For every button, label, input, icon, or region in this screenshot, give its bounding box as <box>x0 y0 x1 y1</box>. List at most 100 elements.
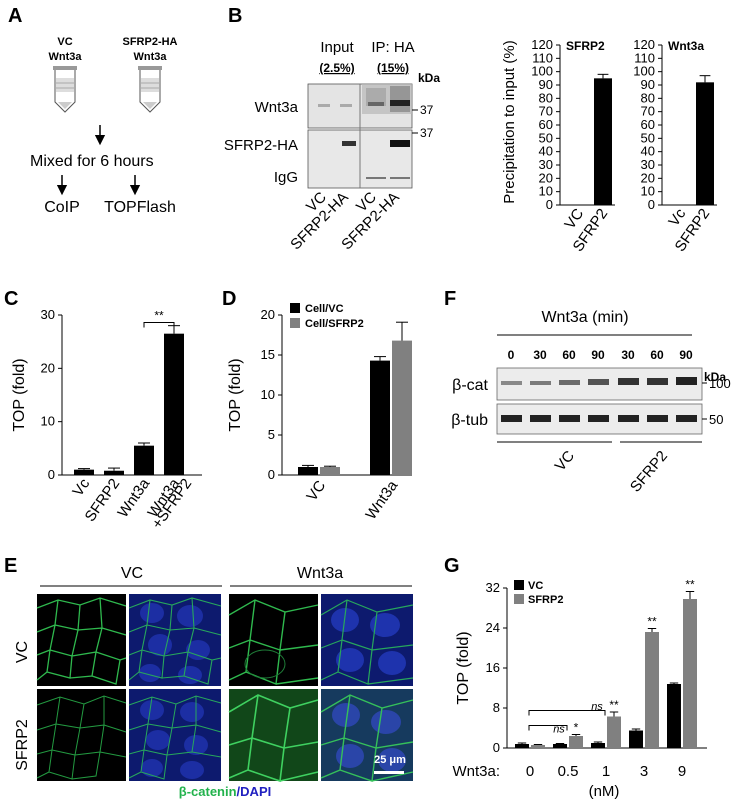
y-tick-label: 10 <box>641 184 655 199</box>
ip-label: IP: HA <box>371 39 414 56</box>
panel-letter-d: D <box>222 288 236 310</box>
group-label: VC <box>552 448 579 475</box>
y-tick-label: 16 <box>486 660 500 675</box>
bar <box>696 82 714 205</box>
marker-100: 100 <box>709 376 731 391</box>
y-tick-label: 80 <box>641 90 655 105</box>
x-axis-unit: (nM) <box>589 783 620 800</box>
column-group-label: Wnt3a <box>297 565 343 582</box>
micrograph-wnt3a-vc-merge <box>320 594 414 686</box>
y-tick-label: 10 <box>41 414 55 429</box>
coip-label: CoIP <box>44 199 80 216</box>
input-percent: (2.5%) <box>319 61 354 75</box>
x-tick-label: VC <box>303 477 329 504</box>
legend-item-label: SFRP2 <box>528 594 563 606</box>
bar <box>320 467 340 475</box>
legend-swatch <box>290 303 300 313</box>
micrograph-vc-sfrp2-green <box>36 689 127 781</box>
marker-37: 37 <box>420 126 434 140</box>
y-tick-label: 40 <box>641 144 655 159</box>
y-tick-label: 60 <box>641 117 655 132</box>
ns-label: ns <box>591 701 603 713</box>
legend-separator: / <box>237 784 241 799</box>
micrograph-vc-sfrp2-merge <box>128 689 222 781</box>
micrograph-vc-vc-merge <box>128 594 222 686</box>
panel-letter-b: B <box>228 5 242 27</box>
y-tick-label: 120 <box>531 37 553 52</box>
chart-title: SFRP2 <box>566 39 605 53</box>
timepoint-label: 30 <box>533 348 547 362</box>
kda-label: kDa <box>418 71 440 85</box>
panel-b-blot: B Input (2.5%) IP: HA (15%) kDa Wnt3a SF… <box>224 5 441 253</box>
y-tick-label: 15 <box>261 347 275 362</box>
significance-label: * <box>574 721 579 735</box>
bar <box>392 340 412 475</box>
timepoint-label: 30 <box>621 348 635 362</box>
bar <box>667 684 681 748</box>
blot-beta-cat <box>496 367 703 401</box>
legend-item-label: VC <box>528 580 543 592</box>
y-axis-label: TOP (fold) <box>455 631 472 704</box>
legend-dapi: DAPI <box>240 784 271 799</box>
y-tick-label: 90 <box>641 77 655 92</box>
mix-text: Mixed for 6 hours <box>30 153 154 170</box>
panel-letter-g: G <box>444 555 460 577</box>
input-label: Input <box>320 39 354 56</box>
y-tick-label: 0 <box>648 197 655 212</box>
y-tick-label: 0 <box>48 467 55 482</box>
bar <box>607 716 621 748</box>
significance-bracket <box>143 321 175 328</box>
tube-icon <box>53 66 77 113</box>
x-tick-label: Wnt3a <box>362 477 401 523</box>
marker-37: 37 <box>420 103 434 117</box>
bar <box>298 467 318 475</box>
significance-label: ** <box>647 615 657 629</box>
y-tick-label: 40 <box>539 144 553 159</box>
blot-beta-tub <box>496 403 703 435</box>
y-tick-label: 120 <box>633 37 655 52</box>
legend-swatch <box>514 580 524 590</box>
y-axis-label: Precipitation to input (%) <box>501 40 518 203</box>
timepoint-labels: 0 30 60 90 30 60 90 <box>508 348 693 362</box>
bar <box>104 470 124 475</box>
bar <box>370 360 390 475</box>
blot-row-label: IgG <box>274 169 298 186</box>
tube-icon <box>138 66 162 113</box>
x-tick-label: 1 <box>602 763 610 780</box>
chart-g: 0 8 16 24 32 TOP (fold) 0 0.5 * ns 1 ** ns 3 ** 9 ** VC SF… <box>455 578 707 780</box>
panel-letter-c: C <box>4 288 18 310</box>
row-label: SFRP2 <box>14 719 31 771</box>
blot-row-label: β-tub <box>451 412 488 429</box>
y-tick-label: 20 <box>41 360 55 375</box>
chart-title: Wnt3a <box>668 39 704 53</box>
tube2-line1: SFRP2-HA <box>122 36 177 48</box>
y-tick-label: 90 <box>539 77 553 92</box>
blot-header: Wnt3a (min) <box>541 309 628 326</box>
significance-label: ** <box>609 698 619 712</box>
scale-bar <box>374 771 404 774</box>
marker-50: 50 <box>709 412 723 427</box>
panel-letter-e: E <box>4 555 17 577</box>
column-group-label: VC <box>121 565 143 582</box>
panel-g: G 0 8 16 24 32 TOP (fold) 0 0.5 * ns 1 ** ns 3 ** 9 ** VC… <box>444 555 707 800</box>
topflash-label: TOPFlash <box>104 199 176 216</box>
significance-label: ** <box>154 308 164 322</box>
y-tick-label: 110 <box>532 50 553 65</box>
bar <box>553 744 567 748</box>
x-tick-label: 9 <box>678 763 686 780</box>
panel-letter-a: A <box>8 5 22 27</box>
micrograph-wnt3a-sfrp2-green <box>228 689 319 783</box>
significance-bracket <box>528 710 606 716</box>
group-label: SFRP2 <box>627 448 671 496</box>
y-tick-label: 50 <box>539 130 553 145</box>
y-tick-label: 0 <box>546 197 553 212</box>
ns-label: ns <box>553 724 565 736</box>
bar <box>134 445 154 475</box>
bar <box>645 632 659 748</box>
bar <box>569 736 583 748</box>
tube1-line2: Wnt3a <box>49 51 83 63</box>
x-tick-label: Vc <box>69 475 93 499</box>
legend-swatch <box>290 318 300 328</box>
